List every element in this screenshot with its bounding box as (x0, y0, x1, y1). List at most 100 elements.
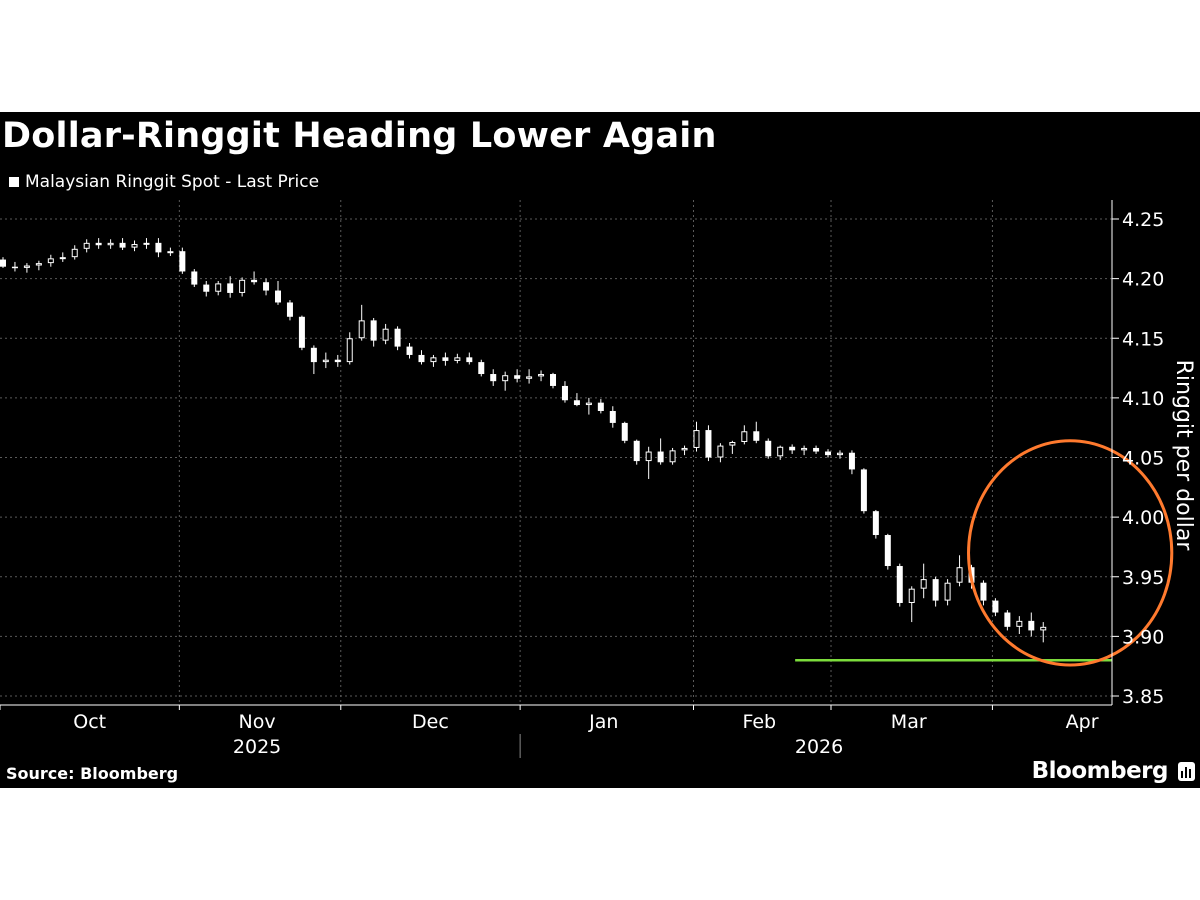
candle-body-up (669, 450, 676, 463)
y-tick-label: 3.85 (1122, 686, 1164, 708)
candle-body-down (753, 431, 760, 441)
candle-body-down (11, 266, 18, 269)
candle-body-up (836, 452, 843, 456)
y-tick-label: 3.95 (1122, 567, 1164, 589)
candle-body-up (908, 588, 915, 603)
candle-body-down (992, 600, 999, 613)
candle-body-up (322, 359, 329, 363)
candle-body-up (693, 430, 700, 448)
candle-body-down (191, 271, 198, 285)
candle-body-down (286, 302, 293, 317)
candle-body-up (741, 431, 748, 442)
candle-body-down (418, 354, 425, 363)
candle-body-down (251, 279, 258, 283)
y-tick-label: 4.10 (1122, 388, 1164, 410)
candle-body-down (442, 357, 449, 361)
candle-body-up (956, 567, 963, 583)
candle-body-up (645, 451, 652, 462)
x-tick-label: Apr (1066, 711, 1099, 733)
candle-body-up (71, 248, 78, 258)
candle-body-up (143, 242, 150, 245)
candle-body-down (980, 582, 987, 601)
candle-body-up (382, 328, 389, 341)
candle-body-down (705, 430, 712, 458)
candle-body-down (95, 242, 102, 246)
y-tick-label: 4.15 (1122, 328, 1164, 350)
candle-body-up (777, 446, 784, 457)
candle-body-up (59, 257, 66, 260)
candle-body-down (657, 451, 664, 463)
candle-body-down (466, 357, 473, 363)
bloomberg-logo-icon (1178, 762, 1195, 781)
chart-panel (0, 112, 1200, 788)
candle-body-up (920, 579, 927, 589)
candle-body-up (239, 279, 246, 293)
x-tick-label: Nov (239, 711, 276, 733)
y-tick-label: 4.20 (1122, 269, 1164, 291)
candle-body-down (597, 402, 604, 411)
candle-body-down (370, 320, 377, 341)
candle-body-down (406, 346, 413, 355)
grid-lines (0, 200, 1112, 705)
candle-body-up (538, 374, 545, 377)
candle-body-down (1028, 620, 1035, 631)
highlight-circle (967, 439, 1174, 667)
candle-body-up (131, 244, 138, 248)
candle-body-up (681, 447, 688, 451)
y-tick-label: 4.25 (1122, 209, 1164, 231)
candle-body-down (227, 283, 234, 293)
candle-body-up (215, 283, 222, 292)
chart-title: Dollar-Ringgit Heading Lower Again (2, 116, 717, 156)
candle-body-down (932, 579, 939, 601)
candle-body-up (35, 263, 42, 266)
candle-body-up (1040, 626, 1047, 631)
candle-body-down (119, 242, 126, 248)
candle-body-down (263, 282, 270, 291)
candle-body-up (1016, 620, 1023, 627)
candle-body-down (848, 452, 855, 470)
candle-body-up (944, 582, 951, 601)
candle-body-down (298, 316, 305, 348)
candle-body-down (1004, 612, 1011, 627)
candles (0, 238, 1047, 643)
candle-body-down (490, 374, 497, 382)
x-tick-label: Feb (742, 711, 776, 733)
candle-body-up (23, 265, 30, 268)
candle-body-up (83, 242, 90, 249)
candle-body-up (167, 251, 174, 254)
brand-name: Bloomberg (1031, 758, 1169, 784)
candle-body-down (896, 566, 903, 603)
candle-body-down (813, 447, 820, 452)
axes: 3.85 3.90 3.95 4.00 4.05 4.10 4.15 4.20 4.25 Oct N… (0, 200, 1196, 758)
candle-body-down (860, 469, 867, 512)
candle-body-down (872, 511, 879, 536)
candle-body-up (502, 375, 509, 382)
candle-body-down (884, 535, 891, 567)
candle-body-down (550, 374, 557, 386)
candle-body-down (155, 242, 162, 253)
candle-body-down (621, 422, 628, 441)
annotations (795, 439, 1174, 667)
candle-body-up (430, 357, 437, 363)
candle-body-down (765, 440, 772, 457)
candle-body-up (47, 258, 54, 264)
candle-body-down (478, 362, 485, 375)
candle-body-up (801, 447, 808, 451)
candle-body-up (346, 338, 353, 363)
candle-body-down (334, 359, 341, 363)
legend: Malaysian Ringgit Spot - Last Price (9, 172, 319, 192)
candle-body-down (573, 400, 580, 406)
candle-body-down (609, 410, 616, 423)
candle-body-up (526, 376, 533, 379)
year-label: 2025 (233, 736, 281, 758)
y-axis-label: Ringgit per dollar (1171, 360, 1196, 552)
legend-label: Malaysian Ringgit Spot - Last Price (25, 172, 320, 192)
y-tick-label: 3.90 (1122, 626, 1164, 648)
x-tick-label: Oct (73, 711, 106, 733)
candle-body-down (179, 251, 186, 272)
y-tick-label: 4.05 (1122, 448, 1164, 470)
candle-body-up (729, 441, 736, 446)
candle-body-down (633, 440, 640, 462)
candle-body-down (203, 284, 210, 292)
candle-body-up (454, 357, 461, 361)
